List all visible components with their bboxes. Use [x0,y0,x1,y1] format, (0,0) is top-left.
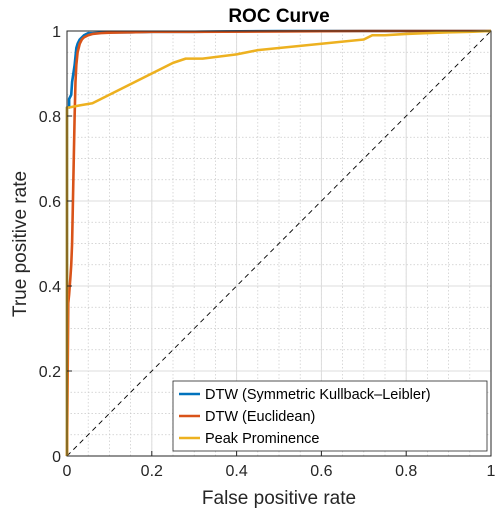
y-tick-label: 0.2 [39,364,61,381]
legend-box [172,380,488,452]
plot-area-border [66,30,492,457]
chart-title: ROC Curve [228,6,329,27]
y-tick-label: 1 [52,24,61,41]
series-line-3 [65,29,492,456]
x-tick-label: 1 [487,463,495,480]
legend: DTW (Symmetric Kullback–Leibler) DTW (Euc… [172,380,488,452]
y-tick-label: 0.6 [39,194,61,211]
x-tick-label: 0.8 [395,463,417,480]
legend-label-2: DTW (Euclidean) [205,409,315,425]
x-tick-label: 0 [63,463,72,480]
y-tick-label: 0.4 [39,279,61,296]
y-tick-label: 0.8 [39,109,61,126]
x-tick-label: 0.2 [141,463,163,480]
x-axis-label: False positive rate [202,488,356,509]
x-tick-label: 0.4 [225,463,247,480]
series-line-2 [65,29,491,457]
y-tick-label: 0 [52,449,61,466]
y-axis-label: True positive rate [10,171,31,317]
tick-layer: 00 0.2 0.2 0.4 0.4 0.6 0.6 0.8 0.8 1 1 [39,24,495,480]
legend-label-3: Peak Prominence [205,431,319,447]
x-tick-label: 0.6 [310,463,332,480]
legend-label-1: DTW (Symmetric Kullback–Leibler) [205,387,431,403]
diagonal-reference-line [66,30,492,457]
